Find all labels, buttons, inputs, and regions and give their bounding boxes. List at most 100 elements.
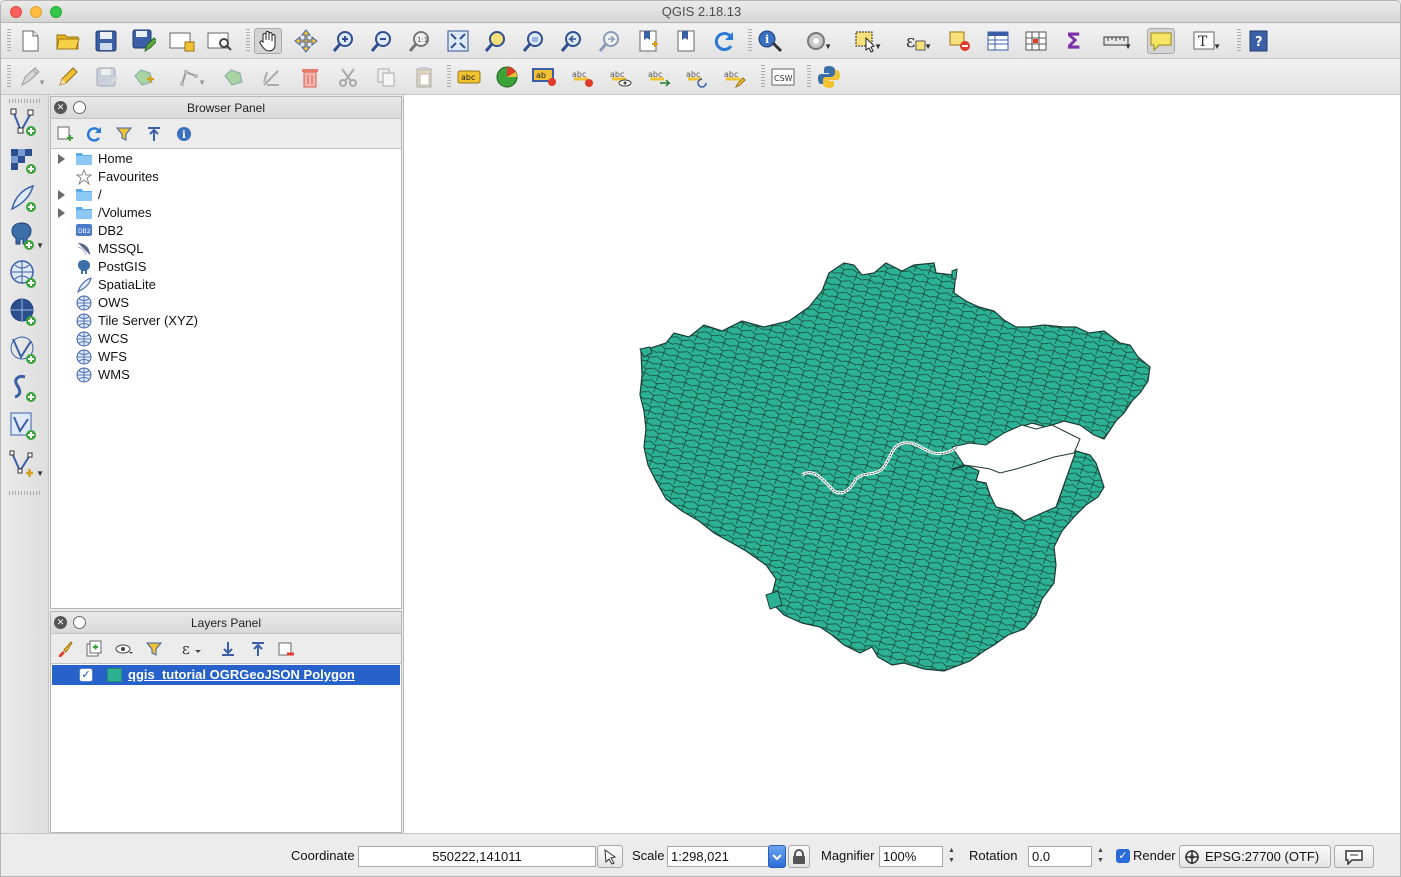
expand-arrow-icon[interactable] <box>58 154 65 164</box>
browser-item[interactable]: /Volumes <box>51 204 401 222</box>
add-virtual-layer-button[interactable] <box>6 409 40 443</box>
add-raster-layer-button[interactable] <box>6 143 40 177</box>
crs-button[interactable]: EPSG:27700 (OTF) <box>1179 845 1331 868</box>
toolbar-grip[interactable] <box>246 29 250 53</box>
toolbar-grip[interactable] <box>7 29 11 53</box>
open-layer-styling-button[interactable] <box>54 638 76 660</box>
toggle-editing-button[interactable] <box>54 64 82 90</box>
identify-features-button[interactable]: i <box>756 28 784 54</box>
measure-line-button[interactable]: ▼ <box>1102 28 1130 54</box>
select-by-expression-button[interactable]: ε ▼ <box>902 28 930 54</box>
add-wcs-layer-button[interactable] <box>6 333 40 367</box>
run-feature-action-button[interactable]: ▼ <box>802 28 830 54</box>
text-annotation-button[interactable]: T ▼ <box>1191 28 1219 54</box>
deselect-all-button[interactable] <box>946 28 974 54</box>
move-feature-button[interactable] <box>220 64 248 90</box>
filter-by-expression-button[interactable]: ε <box>181 638 203 660</box>
zoom-out-button[interactable] <box>368 28 396 54</box>
refresh-browser-button[interactable] <box>83 123 105 145</box>
toolbar-grip[interactable] <box>1237 29 1241 53</box>
zoom-in-button[interactable] <box>330 28 358 54</box>
metasearch-csw-button[interactable]: CSW <box>769 64 797 90</box>
toolbar-grip[interactable] <box>9 491 41 495</box>
add-vector-layer-button[interactable] <box>6 105 40 139</box>
collapse-all-layers-button[interactable] <box>247 638 269 660</box>
toolbar-grip[interactable] <box>7 65 11 89</box>
browser-item[interactable]: Home <box>51 150 401 168</box>
toolbar-grip[interactable] <box>807 65 811 89</box>
toolbar-grip[interactable] <box>761 65 765 89</box>
help-button[interactable]: ? <box>1245 28 1273 54</box>
python-console-button[interactable] <box>815 64 843 90</box>
render-checkbox[interactable]: ✓ <box>1116 849 1130 863</box>
browser-item[interactable]: WFS <box>51 348 401 366</box>
filter-legend-button[interactable] <box>143 638 165 660</box>
browser-item[interactable]: MSSQL <box>51 240 401 258</box>
zoom-next-button[interactable] <box>596 28 624 54</box>
add-postgis-layer-button[interactable]: ▼ <box>6 219 40 253</box>
scale-combobox[interactable]: 1:298,021 <box>667 846 769 867</box>
coordinate-field[interactable]: 550222,141011 <box>358 846 596 867</box>
properties-button[interactable]: i <box>173 123 195 145</box>
filter-browser-button[interactable] <box>113 123 135 145</box>
add-wfs-layer-button[interactable] <box>6 295 40 329</box>
cut-features-button[interactable] <box>334 64 362 90</box>
magnifier-field[interactable]: 100% <box>879 846 943 867</box>
node-tool-button[interactable]: ▼ <box>176 64 204 90</box>
window-minimize-button[interactable] <box>30 6 42 18</box>
browser-item[interactable]: SpatiaLite <box>51 276 401 294</box>
add-spatialite-layer-button[interactable] <box>6 181 40 215</box>
magnifier-stepper[interactable]: ▲ ▼ <box>946 846 957 867</box>
save-project-button[interactable] <box>92 28 120 54</box>
expand-all-button[interactable] <box>217 638 239 660</box>
delete-selected-button[interactable] <box>296 64 324 90</box>
save-as-button[interactable] <box>130 28 158 54</box>
zoom-actual-size-button[interactable]: 1:1 <box>406 28 434 54</box>
new-bookmark-button[interactable] <box>634 28 662 54</box>
rotation-field[interactable]: 0.0 <box>1028 846 1092 867</box>
browser-item[interactable]: PostGIS <box>51 258 401 276</box>
zoom-to-selection-button[interactable] <box>482 28 510 54</box>
add-group-button[interactable] <box>83 638 105 660</box>
browser-item[interactable]: WCS <box>51 330 401 348</box>
new-shapefile-layer-button[interactable]: ▼ <box>6 447 40 481</box>
highlight-pinned-button[interactable]: abc <box>569 64 597 90</box>
browser-item[interactable]: OWS <box>51 294 401 312</box>
refresh-button[interactable] <box>710 28 738 54</box>
messages-button[interactable] <box>1334 845 1374 868</box>
add-wms-layer-button[interactable] <box>6 257 40 291</box>
add-feature-button[interactable] <box>130 64 158 90</box>
toolbar-grip[interactable] <box>748 29 752 53</box>
manage-map-themes-button[interactable] <box>113 638 135 660</box>
show-hide-labels-button[interactable]: abc <box>607 64 635 90</box>
pan-to-selection-button[interactable] <box>292 28 320 54</box>
browser-panel-float-button[interactable] <box>73 101 86 114</box>
select-features-button[interactable]: ▼ <box>852 28 880 54</box>
toggle-extents-button[interactable] <box>597 845 623 868</box>
remove-layer-button[interactable] <box>275 638 297 660</box>
show-bookmarks-button[interactable] <box>672 28 700 54</box>
add-selected-layers-button[interactable] <box>54 123 76 145</box>
open-attribute-table-button[interactable] <box>984 28 1012 54</box>
move-label-button[interactable]: abc <box>645 64 673 90</box>
map-tips-button[interactable] <box>1147 28 1175 54</box>
save-layer-edits-button[interactable] <box>92 64 120 90</box>
london-polygons-map[interactable] <box>404 95 1401 833</box>
open-project-button[interactable] <box>54 28 82 54</box>
map-canvas[interactable] <box>403 95 1401 833</box>
digitize-with-segment-button[interactable] <box>258 64 286 90</box>
window-maximize-button[interactable] <box>50 6 62 18</box>
lock-scale-button[interactable] <box>788 845 810 868</box>
browser-panel-close-button[interactable]: ✕ <box>54 101 67 114</box>
layer-labeling-button[interactable]: abc <box>455 64 483 90</box>
layer-visibility-checkbox[interactable]: ✓ <box>79 668 93 682</box>
layer-diagram-button[interactable] <box>493 64 521 90</box>
layers-panel-close-button[interactable]: ✕ <box>54 616 67 629</box>
toolbar-grip[interactable] <box>447 65 451 89</box>
browser-item[interactable]: Favourites <box>51 168 401 186</box>
pan-map-button[interactable] <box>254 28 282 54</box>
paste-features-button[interactable] <box>410 64 438 90</box>
expand-arrow-icon[interactable] <box>58 208 65 218</box>
layer-row-qgis-tutorial[interactable]: ✓ qgis_tutorial OGRGeoJSON Polygon <box>52 665 400 685</box>
change-label-button[interactable]: abc <box>721 64 749 90</box>
